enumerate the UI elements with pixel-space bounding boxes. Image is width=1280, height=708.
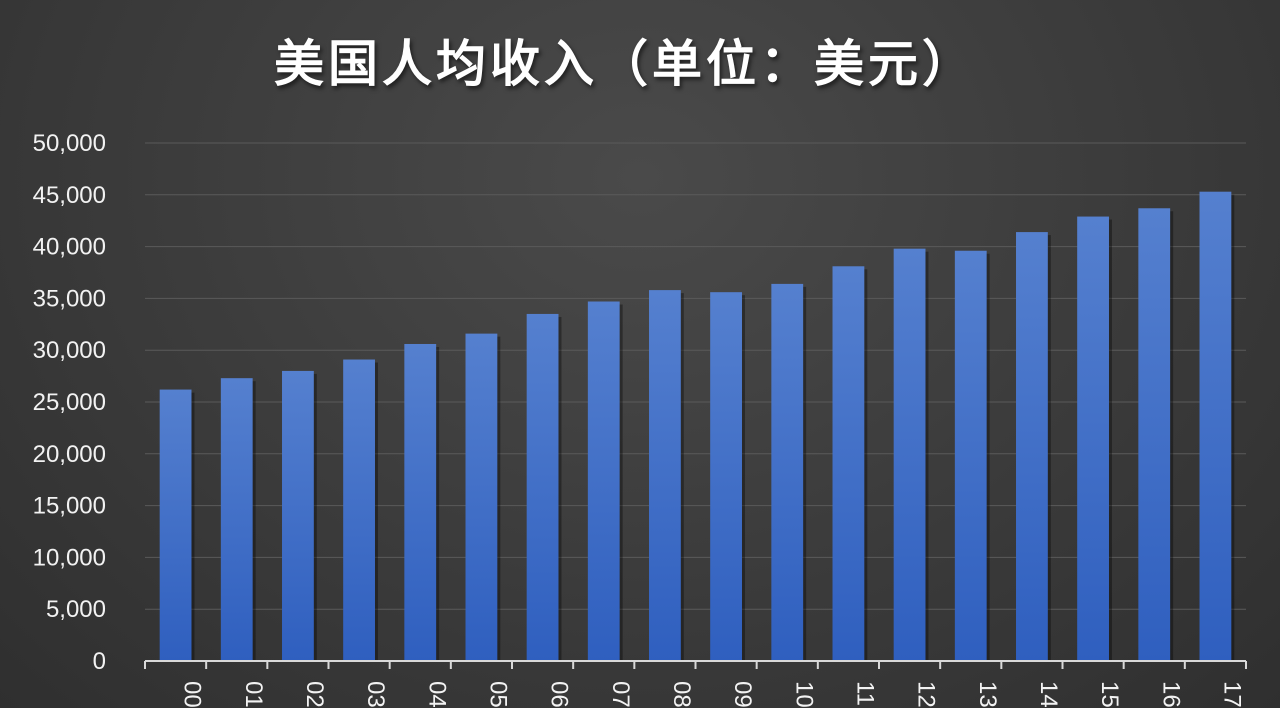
bar-2002 [282,370,314,661]
x-tick-label: 13 [974,681,1001,708]
x-tick-label: 15 [1096,681,1123,708]
x-tick-label: 00 [179,681,206,708]
y-tick-label: 5,000 [46,596,106,623]
bar-2009 [710,292,742,661]
y-tick-label: 40,000 [33,234,106,261]
y-tick-label: 35,000 [33,285,106,312]
bar-2011 [832,266,865,661]
bar-2014 [1016,232,1048,661]
x-tick-label: 09 [729,681,756,708]
x-tick-label: 07 [607,681,634,708]
x-tick-label: 05 [484,681,511,708]
x-tick-label: 10 [790,681,817,708]
bar-2003 [343,359,375,661]
x-tick-label: 08 [668,681,695,708]
bar-2001 [220,378,253,661]
x-tick-label: 06 [546,681,573,708]
bar-2016 [1138,208,1171,661]
y-tick-label: 10,000 [33,544,106,571]
x-tick-label: 11 [851,681,878,706]
y-axis-ticks: 0 5,000 10,000 15,000 20,000 25,000 30,000 35,0… [33,130,106,675]
y-tick-label: 45,000 [33,182,106,209]
x-tick-label: 03 [362,681,389,708]
y-tick-label: 20,000 [33,441,106,468]
bar-2013 [954,250,987,661]
bar-2004 [404,343,437,661]
chart-title: 美国人均收入（单位：美元） [274,35,976,93]
x-tick-label: 12 [913,681,940,708]
y-tick-label: 25,000 [33,389,106,416]
gridlines [145,142,1246,610]
bar-2008 [649,290,681,661]
x-tick-label: 14 [1035,681,1062,708]
bar-2017 [1199,191,1232,661]
bar-2010 [771,283,804,661]
x-axis [144,660,1247,669]
x-axis-ticks: 00 01 02 03 04 05 06 07 08 09 10 11 12 13 14 15 16 17 [179,681,1246,708]
y-tick-label: 30,000 [33,337,106,364]
y-tick-label: 50,000 [33,130,106,157]
bar-2012 [893,248,926,661]
x-tick-label: 16 [1157,681,1184,708]
x-tick-label: 01 [240,681,267,708]
y-tick-label: 0 [93,648,106,675]
y-tick-label: 15,000 [33,493,106,520]
bar-2000 [159,389,192,661]
bar-2005 [465,333,498,661]
bar-2015 [1077,216,1109,661]
bars [159,191,1235,661]
x-tick-label: 02 [301,681,328,708]
bar-2007 [587,301,620,661]
bar-2006 [526,313,559,661]
x-tick-label: 17 [1218,681,1245,708]
x-tick-label: 04 [423,681,450,708]
